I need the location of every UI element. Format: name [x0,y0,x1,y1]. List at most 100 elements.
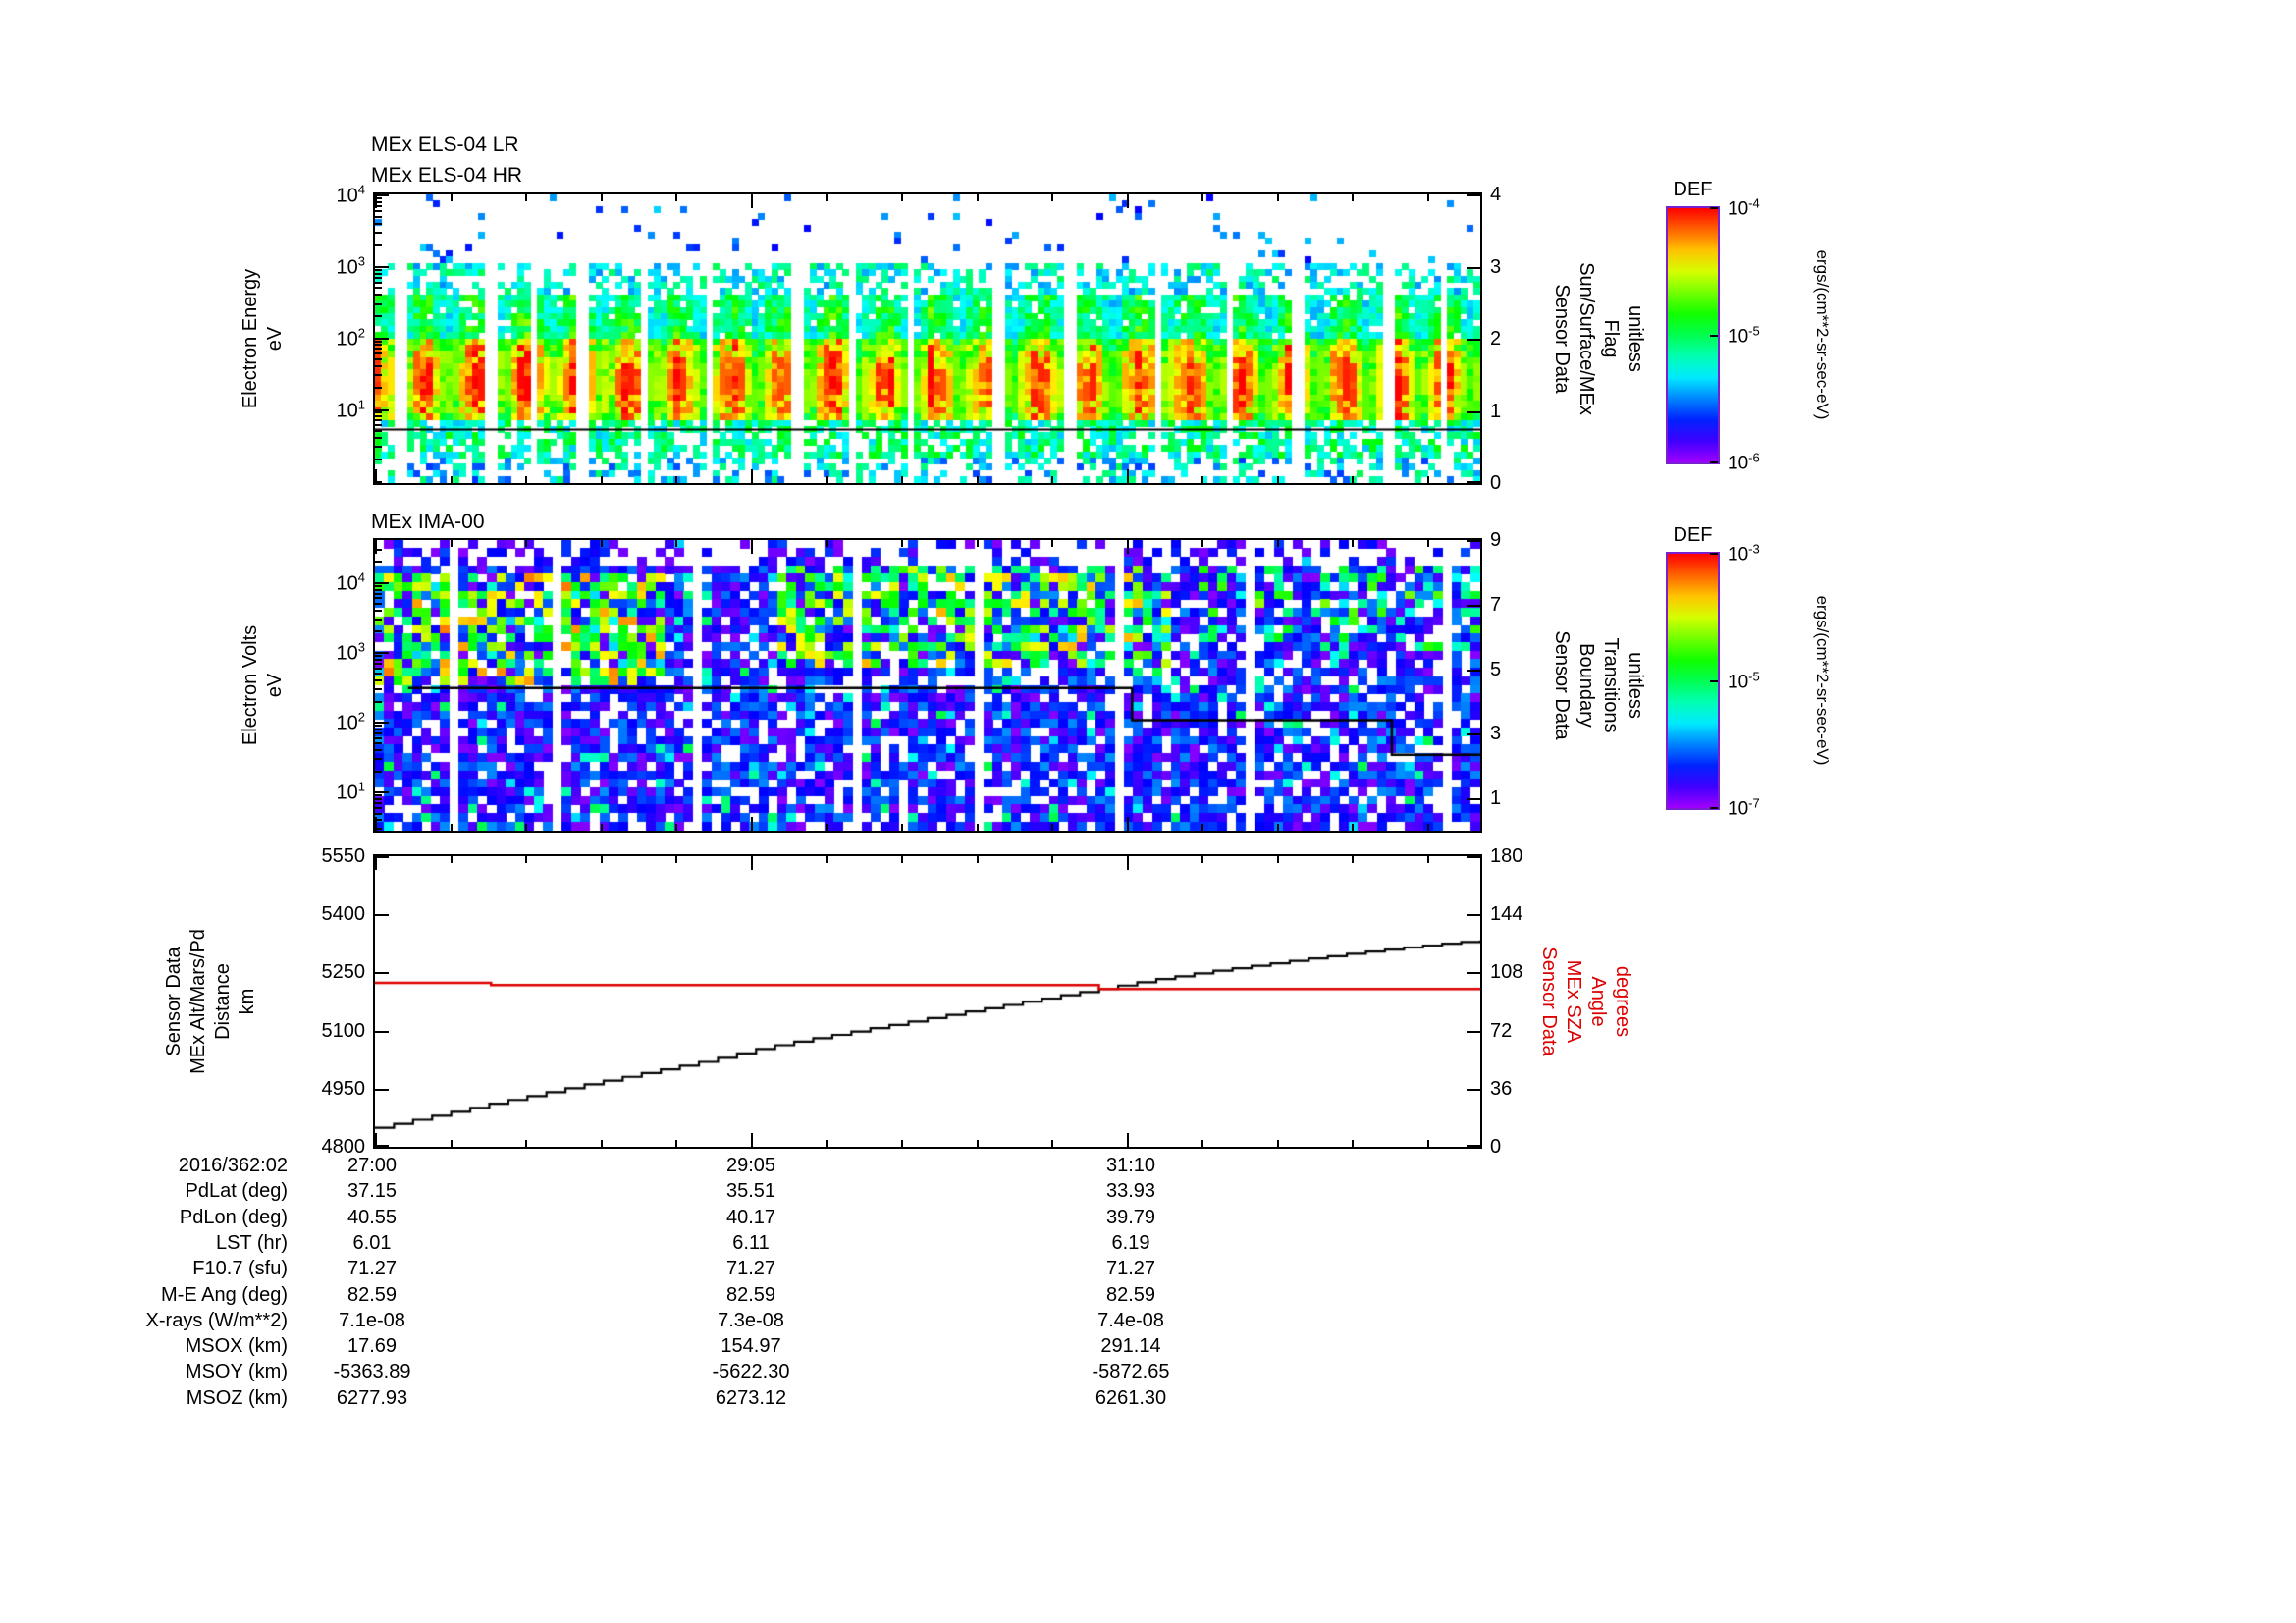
axis-tick [1051,1140,1053,1147]
y-tick-label: 108 [1490,961,1523,984]
axis-tick [525,1140,527,1147]
axis-tick [375,722,389,724]
axis-tick [1427,1140,1429,1147]
axis-tick [525,194,527,201]
axis-tick [751,540,753,554]
axis-label-line: unitless [1625,652,1646,719]
table-value: -5872.65 [1092,1361,1170,1382]
els-y-axis-label: Electron Energy eV [239,269,288,408]
y-tick-label: 5550 [321,845,366,867]
axis-tick [375,269,382,271]
axis-tick [977,856,979,863]
table-value: 6277.93 [336,1387,408,1409]
table-row-label: MSOX (km) [185,1335,288,1357]
axis-tick [1352,824,1354,831]
axis-tick [375,266,389,268]
axis-label-line: unitless [1625,305,1646,372]
axis-tick [375,338,389,340]
y-tick-label: 4950 [321,1077,366,1100]
axis-tick [1467,914,1480,916]
axis-tick [901,824,903,831]
y-tick-label: 102 [336,325,365,351]
axis-tick [1051,194,1053,201]
axis-tick [375,446,382,448]
table-value: 27:00 [347,1155,398,1176]
axis-label-line: Sun/Surface/MEx [1575,262,1597,415]
axis-tick [375,358,382,360]
axis-tick [375,688,382,690]
axis-tick [525,824,527,831]
axis-label-line: eV [264,326,286,352]
axis-tick [375,277,382,279]
axis-tick [375,652,389,654]
axis-tick [375,737,382,739]
y-tick-label: 1 [1490,787,1502,810]
y-tick-label: 144 [1490,903,1523,926]
axis-tick [1467,1089,1480,1091]
y-tick-label: 5 [1490,658,1502,680]
table-value: 33.93 [1105,1180,1156,1202]
table-row-label: MSOZ (km) [186,1387,288,1409]
table-value: 40.17 [725,1207,776,1228]
axis-tick [375,758,382,760]
axis-tick [375,223,382,225]
y-tick-label: 9 [1490,529,1502,551]
axis-tick [1201,824,1203,831]
axis-tick [375,856,377,870]
colorbar-tick-label: 10-6 [1728,450,1760,474]
axis-tick [901,856,903,863]
axis-tick [601,1140,603,1147]
axis-tick [375,972,389,974]
axis-tick [451,1140,453,1147]
table-value: 6.19 [1111,1232,1150,1254]
axis-tick [1467,481,1480,483]
table-value: 6273.12 [715,1387,787,1409]
y-tick-label: 103 [336,639,365,665]
axis-tick [375,415,382,417]
axis-tick [451,856,453,863]
colorbar-tick-label: 10-5 [1728,322,1760,348]
axis-tick [375,315,382,317]
axis-tick [375,1145,389,1147]
axis-tick [675,540,677,547]
y-tick-label: 104 [336,569,365,594]
axis-tick [1051,824,1053,831]
table-value: 39.79 [1105,1207,1156,1228]
y-tick-label: 101 [336,779,365,804]
axis-tick [375,663,382,665]
colorbar-tick-label: 10-4 [1728,195,1760,220]
altitude-sza-panel: 5550 5400 5250 5100 4950 4800 180 144 108 72 36 0 [322,846,1523,1157]
axis-tick [375,807,382,809]
axis-tick [1467,411,1480,413]
axis-tick [1467,972,1480,974]
axis-tick [451,476,453,483]
axis-tick [375,194,377,208]
table-value: 37.15 [347,1180,398,1202]
axis-tick [375,819,382,821]
table-value: 6.01 [352,1232,392,1254]
y-tick-label: 1 [1490,400,1502,422]
axis-tick [1427,540,1429,547]
axis-tick [977,194,979,201]
axis-tick [375,914,389,916]
axis-tick [525,540,527,547]
table-value: 291.14 [1100,1335,1161,1357]
axis-tick [375,387,382,389]
table-value: 82.59 [347,1284,398,1306]
table-value: 82.59 [1105,1284,1156,1306]
table-value: -5622.30 [712,1361,790,1382]
axis-tick [826,476,828,483]
table-value: 40.55 [347,1207,398,1228]
y-tick-label: 4800 [321,1136,366,1158]
axis-label-line: Sensor Data [1551,630,1573,740]
axis-tick [901,1140,903,1147]
axis-tick [1051,856,1053,863]
altitude-sza-canvas [375,856,1480,1147]
y-tick-label: 102 [336,709,365,734]
axis-tick [675,824,677,831]
axis-tick [375,294,382,296]
axis-label-line: Electron Energy [240,268,261,409]
axis-label-line: eV [264,673,286,698]
axis-label-line: degrees [1612,965,1633,1038]
table-value: 7.4e-08 [1097,1310,1164,1331]
